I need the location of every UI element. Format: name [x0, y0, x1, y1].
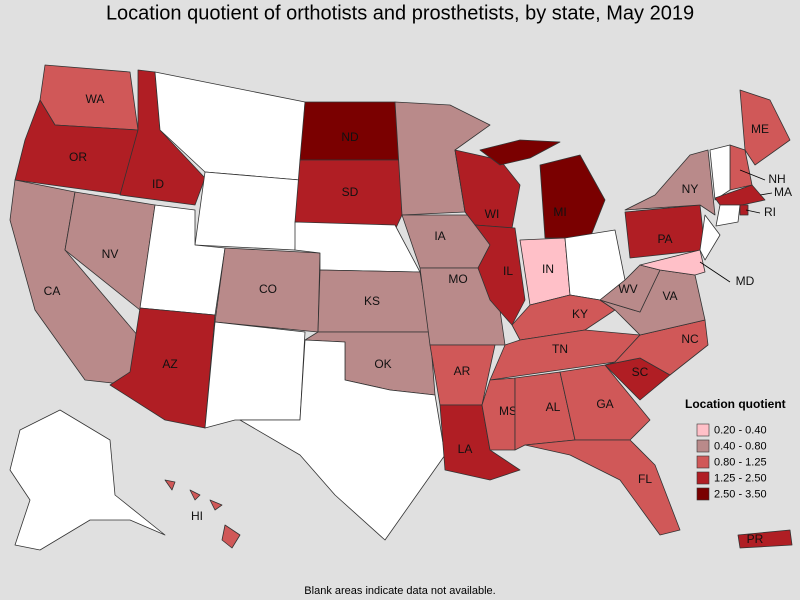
leader-line	[759, 192, 773, 196]
state-label: NH	[768, 172, 785, 186]
state-label: AR	[454, 364, 471, 378]
legend-label: 0.40 - 0.80	[714, 440, 767, 452]
legend-label: 0.20 - 0.40	[714, 424, 767, 436]
leader-line	[739, 169, 766, 181]
state-shape	[221, 524, 241, 549]
state-shape	[109, 307, 216, 429]
legend-label: 2.50 - 3.50	[714, 488, 767, 500]
state-shape	[164, 479, 176, 491]
state-shape	[419, 267, 506, 346]
state-label: CA	[44, 284, 61, 298]
state-shape	[709, 144, 731, 201]
state-shape	[714, 184, 766, 206]
state-label: OK	[374, 357, 391, 371]
state-label: MA	[774, 185, 792, 199]
state-shape	[239, 339, 446, 541]
title: Location quotient of orthotists and pros…	[106, 2, 694, 24]
legend-title: Location quotient	[685, 397, 786, 411]
state-label: AL	[546, 400, 561, 414]
state-label: SC	[632, 365, 649, 379]
states: WAORCAIDNVAZCONDSDKSOKMNIAMOARLAWIILMIIN…	[9, 64, 793, 551]
state-label: IN	[542, 262, 554, 276]
state-label: OR	[69, 150, 87, 164]
state-label: ME	[751, 122, 769, 136]
state-label: NV	[102, 247, 119, 261]
state-label: KY	[572, 307, 588, 321]
state-label: KS	[364, 294, 380, 308]
legend-label: 1.25 - 2.50	[714, 472, 767, 484]
state-label: NY	[682, 182, 699, 196]
state-shape	[639, 249, 706, 276]
legend-swatch	[696, 471, 710, 485]
state-shape	[189, 489, 201, 501]
leader-line	[699, 261, 731, 283]
state-label: GA	[596, 397, 613, 411]
state-label: IA	[434, 229, 445, 243]
state-label: WA	[86, 92, 105, 106]
state-label: MD	[736, 274, 755, 288]
state-shape	[624, 149, 716, 216]
legend-swatch	[696, 487, 710, 501]
legend-label: 0.80 - 1.25	[714, 456, 767, 468]
state-label: ID	[152, 177, 164, 191]
state-label: WI	[485, 207, 500, 221]
leader-line	[745, 209, 761, 214]
state-shape	[739, 89, 791, 166]
legend-swatch	[696, 455, 710, 469]
state-label: HI	[191, 509, 203, 523]
state-shape	[539, 154, 606, 239]
state-label: CO	[259, 282, 277, 296]
state-label: SD	[342, 185, 359, 199]
footnote: Blank areas indicate data not available.	[304, 585, 495, 597]
state-label: MO	[448, 272, 467, 286]
state-shape	[699, 214, 721, 261]
state-shape	[9, 409, 166, 551]
state-label: ND	[341, 130, 359, 144]
state-label: IL	[503, 264, 513, 278]
state-shape	[715, 204, 741, 227]
state-shape	[737, 529, 793, 549]
state-label: PR	[747, 532, 764, 546]
legend-swatch	[696, 439, 710, 453]
state-label: AZ	[162, 357, 177, 371]
state-label: PA	[657, 232, 672, 246]
state-shape	[294, 159, 403, 231]
state-shape	[559, 364, 651, 441]
state-shape	[474, 224, 526, 326]
state-label: WV	[618, 282, 637, 296]
state-shape	[209, 499, 223, 511]
state-label: MI	[553, 205, 566, 219]
state-shape	[739, 204, 749, 216]
state-shape	[524, 439, 681, 536]
state-label: VA	[662, 289, 677, 303]
state-label: LA	[458, 442, 473, 456]
state-shape	[204, 321, 306, 429]
state-shape	[479, 139, 561, 166]
legend-swatch	[696, 423, 710, 437]
state-label: NC	[681, 332, 699, 346]
state-shape	[194, 171, 301, 251]
state-label: FL	[638, 472, 652, 486]
state-label: RI	[764, 205, 776, 219]
state-label: TN	[552, 342, 568, 356]
state-label: MS	[499, 404, 517, 418]
state-shape	[481, 377, 516, 451]
